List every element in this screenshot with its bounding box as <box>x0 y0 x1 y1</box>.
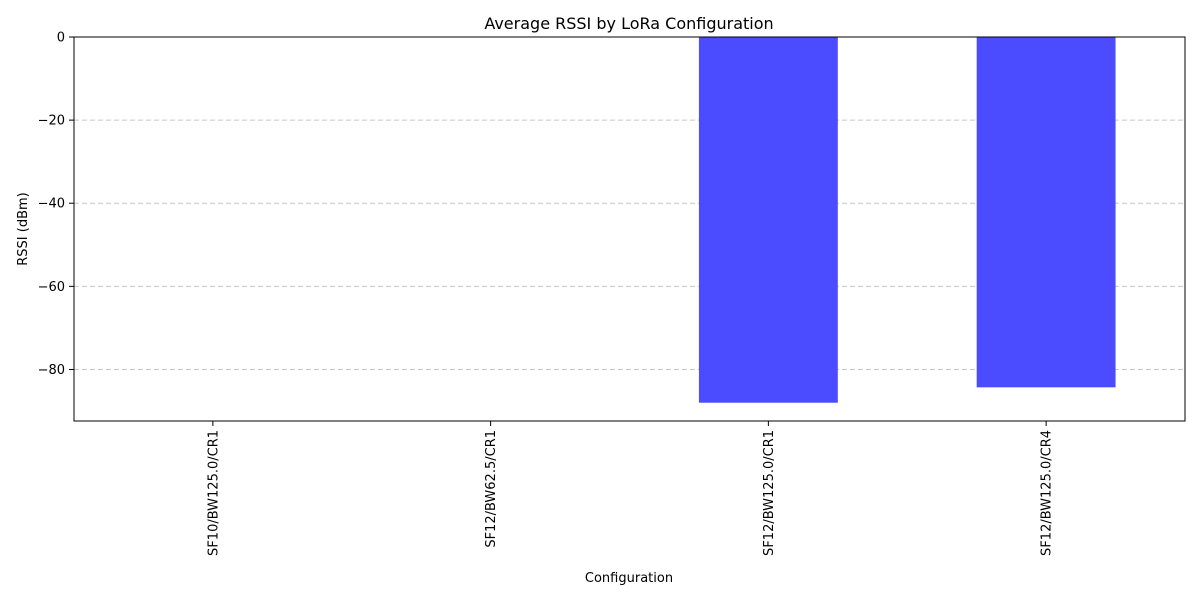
plot-frame <box>73 36 1186 422</box>
x-axis-ticks: SF10/BW125.0/CR1 SF12/BW62.5/CR1 SF12/BW12… <box>206 421 1055 556</box>
x-axis-label: Configuration <box>585 571 673 586</box>
y-tick-label: −60 <box>38 280 65 295</box>
chart-title: Average RSSI by LoRa Configuration <box>484 14 773 33</box>
x-tick-label: SF12/BW125.0/CR4 <box>1040 430 1055 556</box>
bar <box>976 37 1116 388</box>
y-tick-label: −80 <box>38 363 65 378</box>
bar <box>698 37 838 403</box>
y-tick-label: −40 <box>38 197 65 212</box>
x-tick-label: SF12/BW62.5/CR1 <box>484 430 499 548</box>
y-axis-label: RSSI (dBm) <box>16 192 31 265</box>
x-tick-label: SF10/BW125.0/CR1 <box>206 430 221 556</box>
x-tick-label: SF12/BW125.0/CR1 <box>762 430 777 556</box>
y-axis-ticks: 0 −20 −40 −60 −80 <box>38 31 74 378</box>
bars <box>698 37 1116 403</box>
y-tick-label: 0 <box>57 31 65 46</box>
gridlines <box>74 119 1185 370</box>
y-tick-label: −20 <box>38 114 65 129</box>
